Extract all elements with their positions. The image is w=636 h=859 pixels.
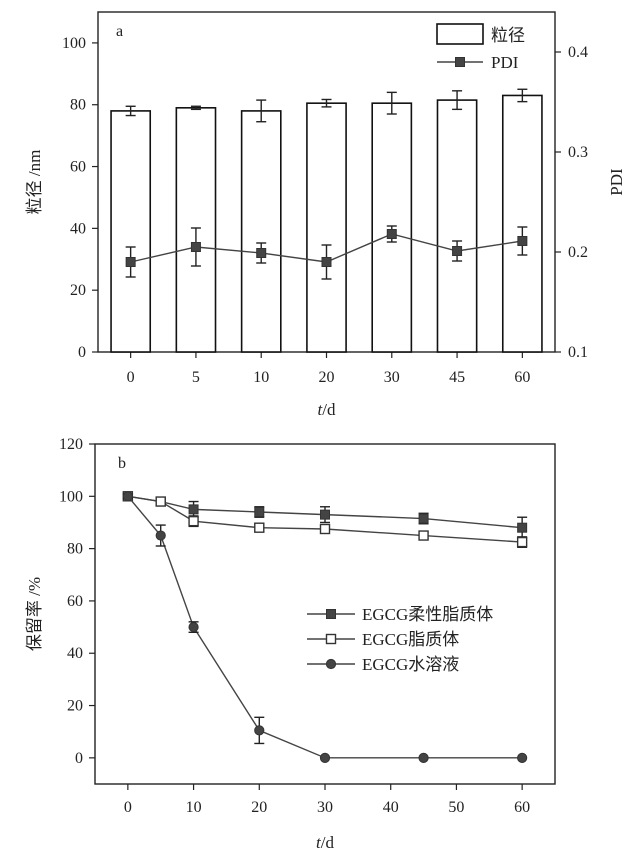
chart-a-bars <box>110 88 543 353</box>
x-tick-label: 60 <box>514 369 530 386</box>
x-tick-label: 0 <box>124 799 132 816</box>
chart-b-axes: 0 20 40 60 80 100 120 0 10 20 30 40 50 60 t/d 保留率 /% <box>25 436 556 852</box>
pdi-point <box>452 246 463 256</box>
x-tick-label: 50 <box>448 799 464 816</box>
y-tick-label: 80 <box>67 541 83 558</box>
series-point-2 <box>418 752 429 763</box>
chart-a-axes: 0 20 40 60 80 100 0.1 0.2 0.3 0.4 0 5 10 20 30 45 60 t/d 粒… <box>25 11 626 419</box>
x-axis-title-var: t <box>316 833 322 852</box>
x-tick-label: 0 <box>127 369 135 386</box>
legend-pdi-label: PDI <box>491 53 519 72</box>
series-point-0 <box>254 507 265 517</box>
x-tick-label: 60 <box>514 799 530 816</box>
y-right-tick-label: 0.4 <box>568 44 588 61</box>
series-point-1 <box>319 523 331 535</box>
y-tick-label: 120 <box>59 436 83 453</box>
x-tick-label: 30 <box>384 369 400 386</box>
x-tick-label: 30 <box>317 799 333 816</box>
y-right-tick-label: 0.2 <box>568 244 588 261</box>
series-point-2 <box>188 621 199 633</box>
x-axis-title: t/d <box>318 400 336 419</box>
pdi-point <box>386 229 397 239</box>
bar <box>110 110 152 353</box>
chart-a-legend: 粒径 PDI <box>436 23 525 72</box>
chart-a-particle-size-pdi: 0 20 40 60 80 100 0.1 0.2 0.3 0.4 0 5 10 20 30 45 60 t/d 粒… <box>25 11 626 419</box>
legend-label-2: EGCG水溶液 <box>362 655 459 674</box>
legend-pdi-marker <box>455 57 465 67</box>
x-tick-label: 10 <box>186 799 202 816</box>
bar <box>306 102 347 353</box>
pdi-point <box>256 248 267 258</box>
y-tick-label: 20 <box>70 282 86 299</box>
series-point-0 <box>320 509 330 520</box>
y-tick-label: 40 <box>67 645 83 662</box>
y-tick-label: 60 <box>67 593 83 610</box>
x-tick-label: 40 <box>383 799 399 816</box>
chart-b-retention: 0 20 40 60 80 100 120 0 10 20 30 40 50 60 t/d 保留率 /% EG… <box>25 436 556 852</box>
pdi-point <box>190 242 201 252</box>
bar <box>240 110 282 353</box>
y-right-axis-title: PDI <box>607 168 626 196</box>
y-tick-label: 80 <box>70 97 86 114</box>
y-axis-title: 粒径 /nm <box>25 150 44 215</box>
x-tick-label: 10 <box>253 369 269 386</box>
series-point-2 <box>122 491 133 502</box>
series-point-1 <box>155 496 166 507</box>
y-tick-label: 40 <box>70 220 86 237</box>
x-axis-title: t/d <box>316 833 334 852</box>
series-point-0 <box>418 513 429 524</box>
y-right-tick-label: 0.3 <box>568 144 588 161</box>
chart-a-pdi-series <box>125 225 528 280</box>
series-point-2 <box>319 752 331 763</box>
series-point-1 <box>188 515 199 527</box>
series-point-2 <box>254 725 265 736</box>
y-tick-label: 60 <box>70 159 86 176</box>
chart-b-series <box>122 491 528 763</box>
x-tick-label: 20 <box>251 799 267 816</box>
x-axis-title-unit: /d <box>322 400 336 419</box>
y-tick-label: 20 <box>67 698 83 715</box>
pdi-point <box>517 236 528 246</box>
x-tick-label: 45 <box>449 369 465 386</box>
series-point-1 <box>254 522 265 533</box>
legend-bar-label: 粒径 <box>491 26 525 45</box>
legend-marker-1 <box>325 633 337 645</box>
bar <box>501 94 543 353</box>
series-point-2 <box>155 530 166 541</box>
y-tick-label: 0 <box>78 344 86 361</box>
x-axis-title-unit: /d <box>321 833 335 852</box>
chart-a-panel-label: a <box>116 23 123 40</box>
legend-marker-0 <box>326 609 336 619</box>
chart-b-panel-label: b <box>118 455 126 472</box>
y-tick-label: 100 <box>59 488 83 505</box>
y-tick-label: 100 <box>62 35 86 52</box>
legend-label-1: EGCG脂质体 <box>362 630 459 649</box>
series-point-0 <box>517 522 528 533</box>
series-point-1 <box>418 530 429 541</box>
y-axis-title: 保留率 /% <box>25 577 44 651</box>
legend-label-0: EGCG柔性脂质体 <box>362 605 493 624</box>
x-axis-title-var: t <box>318 400 324 419</box>
bar <box>436 99 478 353</box>
series-point-1 <box>516 536 528 548</box>
series-point-0 <box>188 504 199 515</box>
chart-b-legend: EGCG柔性脂质体 EGCG脂质体 EGCG水溶液 <box>307 605 493 674</box>
y-right-tick-label: 0.1 <box>568 344 588 361</box>
legend-bar-swatch <box>436 23 484 45</box>
x-tick-label: 5 <box>192 369 200 386</box>
x-tick-label: 20 <box>319 369 335 386</box>
pdi-point <box>321 257 332 267</box>
series-point-2 <box>517 752 528 763</box>
pdi-point <box>125 257 136 267</box>
y-tick-label: 0 <box>75 750 83 767</box>
series-line-2 <box>127 495 523 759</box>
legend-marker-2 <box>325 658 337 670</box>
